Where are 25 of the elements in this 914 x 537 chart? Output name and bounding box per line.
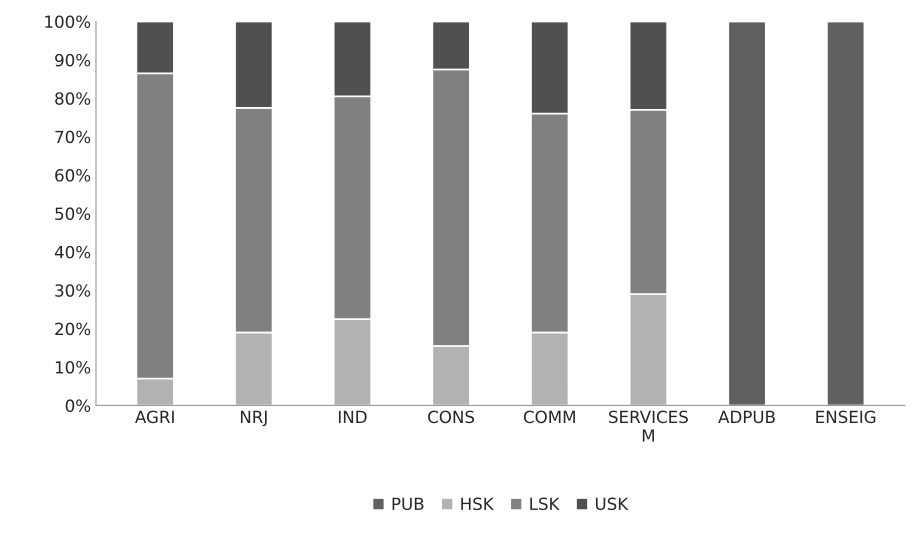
- x-tick-label: CONS: [428, 410, 474, 424]
- y-tick-label: 10%: [56, 361, 90, 374]
- bar: [826, 21, 866, 406]
- y-tick-label: 100%: [45, 15, 90, 28]
- x-tick-label: SERVICES M: [609, 410, 688, 442]
- legend-label: PUB: [392, 498, 424, 510]
- y-tick-label: 20%: [55, 322, 90, 336]
- y-tick-label: 30%: [55, 284, 90, 297]
- x-tick-label: ADPUB: [718, 410, 775, 424]
- x-tick-label: IND: [338, 410, 367, 423]
- y-tick-label: 60%: [55, 169, 90, 182]
- bar: [727, 21, 767, 406]
- legend-label: LSK: [530, 498, 560, 510]
- legend-label: USK: [596, 498, 629, 510]
- y-tick-label: 40%: [54, 246, 90, 258]
- y-tick-label: 50%: [55, 207, 90, 220]
- x-tick-label: NRJ: [240, 410, 267, 426]
- x-tick-label: ENSEIG: [816, 410, 876, 424]
- y-tick-label: 90%: [55, 54, 90, 66]
- legend-label: HSK: [461, 498, 494, 510]
- y-tick-label: 70%: [55, 130, 90, 144]
- y-tick-label: 0%: [66, 399, 90, 412]
- x-tick-label: COMM: [524, 410, 575, 424]
- y-tick-label: 80%: [55, 92, 90, 105]
- x-tick-label: AGRI: [135, 410, 174, 424]
